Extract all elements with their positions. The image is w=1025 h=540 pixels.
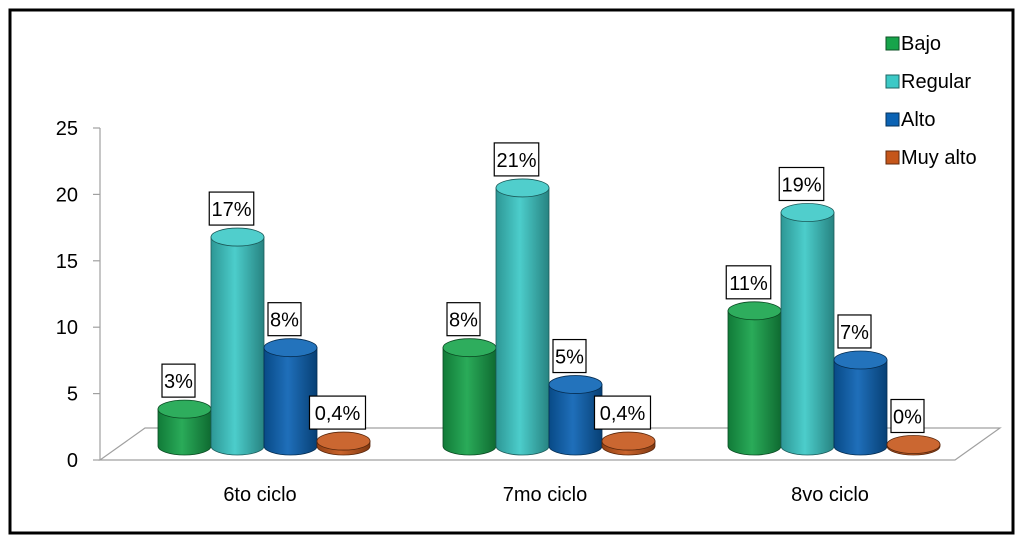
legend-swatch bbox=[885, 74, 900, 89]
legend-swatch bbox=[885, 36, 900, 51]
legend-label: Bajo bbox=[901, 33, 941, 55]
bar-alto bbox=[263, 338, 318, 456]
legend-label: Alto bbox=[901, 109, 935, 131]
data-label: 0% bbox=[890, 398, 925, 434]
data-label: 11% bbox=[725, 265, 772, 300]
bar-bajo bbox=[727, 301, 782, 456]
bar-regular bbox=[210, 227, 265, 456]
legend-swatch bbox=[885, 112, 900, 127]
data-label: 5% bbox=[552, 338, 587, 374]
data-label: 0,4% bbox=[593, 395, 652, 430]
category-labels-layer: 6to ciclo 7mo ciclo 8vo ciclo bbox=[223, 484, 869, 506]
y-tick-label: 0 bbox=[67, 450, 78, 472]
legend-item: Regular bbox=[885, 71, 971, 93]
y-tick-label: 20 bbox=[56, 184, 78, 206]
data-label: 3% bbox=[161, 363, 196, 398]
svg-text:19%: 19% bbox=[781, 174, 821, 196]
data-label: 7% bbox=[837, 314, 872, 349]
data-label: 17% bbox=[208, 191, 255, 226]
data-label: 8% bbox=[446, 302, 481, 337]
data-label: 19% bbox=[778, 166, 825, 202]
category-label: 7mo ciclo bbox=[503, 484, 587, 506]
bar-muy-alto bbox=[601, 431, 656, 456]
legend: Bajo Regular Alto Muy alto bbox=[885, 33, 977, 169]
bar-regular bbox=[495, 178, 550, 456]
bar-alto bbox=[548, 375, 603, 456]
y-tick-label: 5 bbox=[67, 384, 78, 406]
svg-text:8%: 8% bbox=[449, 310, 478, 332]
svg-text:0,4%: 0,4% bbox=[600, 403, 646, 425]
legend-item: Bajo bbox=[885, 33, 941, 55]
category-label: 8vo ciclo bbox=[791, 484, 869, 506]
data-label: 8% bbox=[267, 302, 302, 337]
data-label: 21% bbox=[493, 142, 540, 177]
svg-text:7%: 7% bbox=[840, 322, 869, 344]
bar-regular bbox=[780, 203, 835, 456]
y-tick-label: 25 bbox=[56, 118, 78, 140]
y-tick-label: 10 bbox=[56, 317, 78, 339]
legend-item: Alto bbox=[885, 109, 935, 131]
bar-muy-alto bbox=[886, 435, 941, 456]
data-label: 0,4% bbox=[308, 395, 367, 430]
svg-text:11%: 11% bbox=[729, 273, 768, 295]
svg-text:17%: 17% bbox=[211, 199, 251, 221]
bar-bajo bbox=[157, 399, 212, 456]
bar-alto bbox=[833, 350, 888, 456]
svg-text:0,4%: 0,4% bbox=[315, 403, 361, 425]
svg-text:8%: 8% bbox=[270, 310, 299, 332]
data-labels-layer: 3% 17% 8% 0,4% 8% 21% 5% 0,4% 11% 19% 7% 0% bbox=[161, 142, 925, 434]
svg-text:5%: 5% bbox=[555, 347, 584, 369]
bar-muy-alto bbox=[316, 431, 371, 456]
bar-bajo bbox=[442, 338, 497, 456]
svg-text:21%: 21% bbox=[496, 150, 536, 172]
svg-text:0%: 0% bbox=[893, 407, 922, 429]
svg-text:3%: 3% bbox=[164, 371, 193, 393]
y-tick-label: 15 bbox=[56, 251, 78, 273]
legend-label: Regular bbox=[901, 71, 971, 93]
y-axis-ticks: 0 5 10 15 20 25 bbox=[56, 118, 100, 472]
legend-item: Muy alto bbox=[885, 147, 977, 169]
legend-label: Muy alto bbox=[901, 147, 977, 169]
legend-swatch bbox=[885, 150, 900, 165]
category-label: 6to ciclo bbox=[223, 484, 296, 506]
bars-layer bbox=[157, 178, 941, 456]
